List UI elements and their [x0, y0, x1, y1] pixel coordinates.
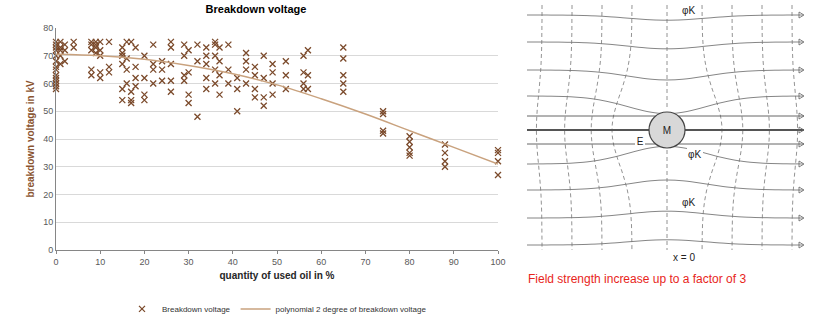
svg-text:50: 50	[272, 257, 282, 267]
html-text:Field strength increase up to: Field strength increase up to a factor o…	[528, 272, 747, 286]
svg-text:φK: φK	[688, 149, 701, 160]
svg-text:30: 30	[43, 162, 53, 172]
svg-text:70: 70	[360, 257, 370, 267]
svg-text:20: 20	[139, 257, 149, 267]
svg-text:50: 50	[43, 106, 53, 116]
svg-text:φK: φK	[682, 197, 695, 208]
svg-text:80: 80	[43, 23, 53, 33]
svg-text:Breakdown voltage: Breakdown voltage	[206, 3, 307, 15]
svg-text:100: 100	[490, 257, 505, 267]
svg-text:70: 70	[43, 51, 53, 61]
svg-text:60: 60	[316, 257, 326, 267]
svg-text:40: 40	[228, 257, 238, 267]
svg-text:20: 20	[43, 190, 53, 200]
svg-text:Breakdown voltage: Breakdown voltage	[162, 305, 231, 314]
svg-text:x = 0: x = 0	[673, 252, 695, 263]
svg-text:quantity of used oil in %: quantity of used oil in %	[220, 270, 335, 281]
svg-text:0: 0	[53, 257, 58, 267]
svg-text:60: 60	[43, 79, 53, 89]
svg-text:0: 0	[48, 245, 53, 255]
svg-text:10: 10	[43, 217, 53, 227]
svg-text:breakdown voltage in kV: breakdown voltage in kV	[25, 80, 36, 198]
svg-text:M: M	[663, 125, 671, 136]
svg-text:30: 30	[184, 257, 194, 267]
svg-text:10: 10	[95, 257, 105, 267]
svg-text:E: E	[637, 136, 644, 147]
svg-text:90: 90	[449, 257, 459, 267]
svg-text:φK: φK	[682, 5, 695, 16]
svg-text:80: 80	[405, 257, 415, 267]
svg-text:polynomial 2 degree of breakdo: polynomial 2 degree of breakdown voltage	[276, 305, 427, 314]
svg-text:40: 40	[43, 134, 53, 144]
